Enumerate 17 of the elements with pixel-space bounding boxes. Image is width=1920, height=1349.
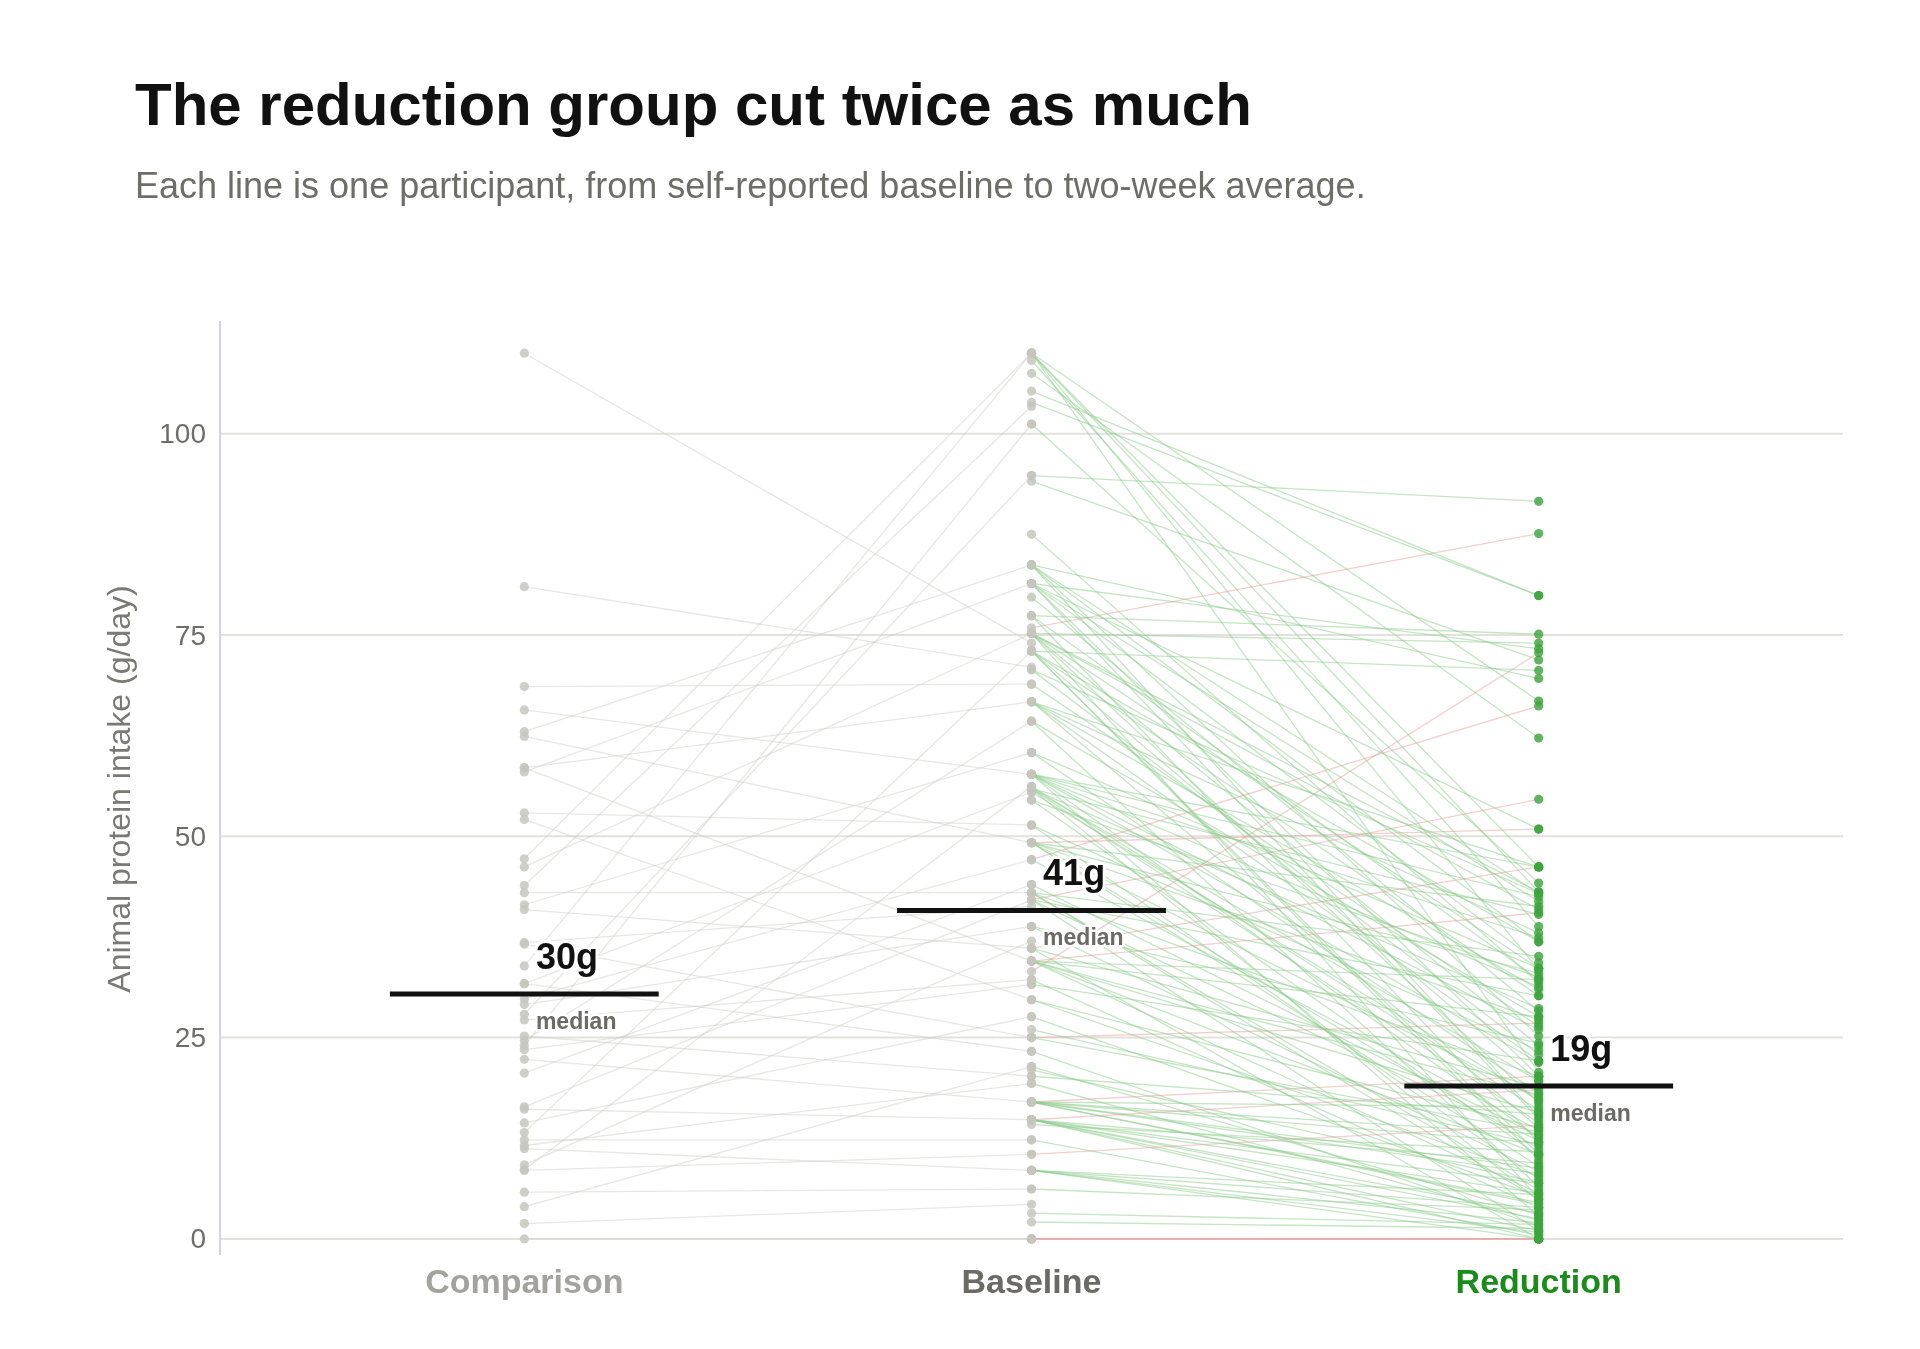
y-tick-label: 0 (190, 1223, 206, 1255)
annotation: 19g (1550, 1027, 1613, 1069)
y-tick-label: 50 (174, 820, 206, 852)
y-axis-title: Animal protein intake (g/day) (101, 585, 137, 993)
chart-subtitle: Each line is one participant, from self-reported baseline to two-week average. (135, 165, 1366, 206)
y-tick-label: 25 (174, 1022, 206, 1054)
y-tick-label: 75 (174, 619, 206, 651)
x-tick-label: Comparison (425, 1262, 624, 1300)
annotation: 41g (1043, 852, 1106, 894)
annotation: median (1550, 1099, 1631, 1126)
annotation: median (1043, 924, 1124, 951)
chart-title: The reduction group cut twice as much (135, 71, 1252, 138)
annotation: 30g (535, 936, 598, 978)
y-tick-label: 100 (159, 418, 206, 450)
x-tick-label: Reduction (1455, 1262, 1622, 1300)
x-tick-label: Baseline (961, 1262, 1102, 1300)
annotation: median (535, 1008, 617, 1035)
